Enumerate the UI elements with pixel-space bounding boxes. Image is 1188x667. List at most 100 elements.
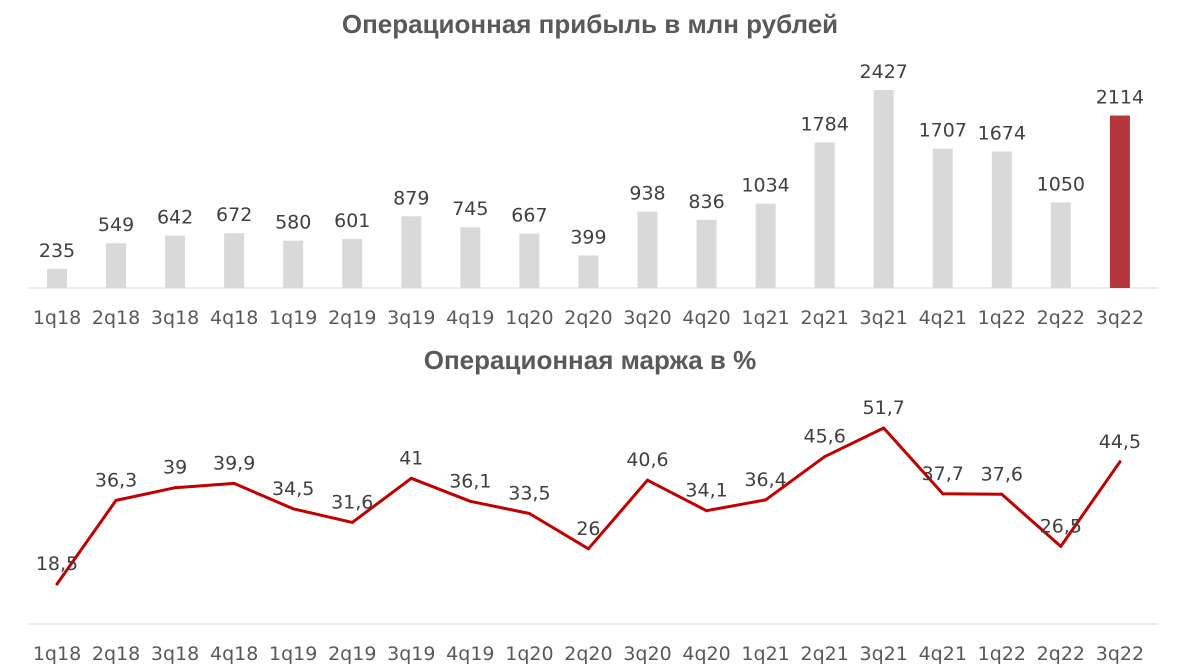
bar-tick-2q20: 2q20 [564, 307, 612, 329]
margin-point-1q19 [291, 507, 295, 511]
margin-point-3q21 [882, 426, 886, 430]
margin-tick-2q19: 2q19 [328, 643, 376, 665]
bar-tick-1q19: 1q19 [269, 307, 317, 329]
bar-chart-title: Операционная прибыль в млн рублей [342, 9, 838, 39]
bar-label-4q21: 1707 [919, 120, 967, 142]
margin-tick-1q20: 1q20 [505, 643, 553, 665]
margin-label-3q22: 44,5 [1099, 431, 1141, 453]
bar-tick-1q21: 1q21 [741, 307, 789, 329]
bar-label-1q20: 667 [511, 205, 547, 227]
bar-1q21 [755, 203, 776, 288]
bar-2q19 [342, 238, 363, 288]
margin-point-2q22 [1059, 544, 1063, 548]
margin-label-3q19: 41 [399, 447, 423, 469]
margin-label-2q21: 45,6 [803, 426, 845, 448]
margin-tick-3q20: 3q20 [623, 643, 671, 665]
bar-1q19 [283, 240, 304, 288]
bar-label-4q20: 836 [688, 191, 724, 213]
margin-tick-2q22: 2q22 [1037, 643, 1085, 665]
margin-label-2q20: 26 [576, 518, 600, 540]
margin-tick-2q20: 2q20 [564, 643, 612, 665]
margin-label-1q22: 37,6 [981, 463, 1023, 485]
bar-tick-2q21: 2q21 [800, 307, 848, 329]
bar-1q18 [47, 268, 67, 288]
margin-tick-1q22: 1q22 [978, 643, 1026, 665]
margin-tick-3q22: 3q22 [1096, 643, 1144, 665]
margin-point-1q18 [55, 582, 59, 586]
margin-label-2q22: 26,5 [1040, 515, 1082, 537]
margin-label-3q21: 51,7 [863, 397, 905, 419]
margin-point-4q19 [468, 499, 472, 503]
margin-label-2q19: 31,6 [331, 491, 373, 513]
bar-label-3q21: 2427 [860, 61, 908, 83]
bar-label-2q18: 549 [98, 214, 134, 236]
bar-2q18 [106, 243, 127, 288]
bar-4q21 [932, 148, 953, 288]
bar-label-2q21: 1784 [800, 113, 848, 135]
margin-point-3q19 [409, 476, 413, 480]
margin-point-4q18 [232, 481, 236, 485]
margin-label-1q19: 34,5 [272, 478, 314, 500]
bar-tick-3q21: 3q21 [860, 307, 908, 329]
bar-label-4q19: 745 [452, 198, 488, 220]
margin-tick-1q18: 1q18 [33, 643, 81, 665]
margin-label-1q20: 33,5 [508, 483, 550, 505]
margin-label-4q21: 37,7 [922, 463, 964, 485]
line-chart: 18,5 1q18 36,3 2q18 39 3q18 39,9 4q18 34,5 1q19 31… [33, 397, 1144, 665]
margin-point-3q20 [646, 478, 649, 482]
bar-3q20 [637, 211, 658, 288]
bar-4q18 [224, 233, 245, 288]
margin-tick-4q19: 4q19 [446, 643, 494, 665]
bar-2q22 [1050, 202, 1071, 288]
bar-tick-2q18: 2q18 [92, 307, 140, 329]
margin-series-line [55, 426, 1122, 586]
margin-tick-4q18: 4q18 [210, 643, 258, 665]
line-chart-title: Операционная маржа в % [424, 345, 757, 375]
bar-3q19 [401, 216, 422, 288]
bar-3q21 [873, 90, 894, 288]
bar-3q22 [1109, 115, 1130, 289]
bar-2q20 [578, 255, 599, 288]
bar-tick-1q18: 1q18 [33, 307, 81, 329]
margin-tick-4q21: 4q21 [919, 643, 967, 665]
margin-point-1q22 [1000, 492, 1004, 496]
margin-point-4q21 [941, 492, 945, 496]
bar-label-2q20: 399 [570, 226, 606, 248]
margin-tick-3q19: 3q19 [387, 643, 435, 665]
bar-label-1q21: 1034 [741, 175, 789, 197]
margin-label-1q21: 36,4 [744, 469, 786, 491]
margin-point-2q18 [114, 498, 118, 502]
margin-tick-1q19: 1q19 [269, 643, 317, 665]
bar-tick-3q18: 3q18 [151, 307, 199, 329]
bar-label-2q22: 1050 [1037, 173, 1085, 195]
margin-label-4q19: 36,1 [449, 470, 491, 492]
bar-label-2q19: 601 [334, 210, 370, 232]
bar-tick-4q20: 4q20 [682, 307, 730, 329]
margin-tick-4q20: 4q20 [682, 643, 730, 665]
bar-label-4q18: 672 [216, 204, 252, 226]
bar-label-1q19: 580 [275, 212, 311, 234]
bar-label-3q20: 938 [629, 182, 665, 204]
bar-1q22 [991, 151, 1012, 288]
bar-4q20 [696, 219, 717, 288]
bar-chart: 235 1q18 549 2q18 642 3q18 672 4q18 580 1q19 601 2q… [33, 61, 1144, 329]
bar-label-3q22: 2114 [1096, 87, 1144, 109]
margin-label-3q20: 40,6 [626, 449, 668, 471]
bar-label-1q18: 235 [39, 240, 75, 262]
margin-tick-3q21: 3q21 [860, 643, 908, 665]
margin-label-4q20: 34,1 [685, 480, 727, 502]
margin-tick-3q18: 3q18 [151, 643, 199, 665]
bar-tick-1q22: 1q22 [978, 307, 1026, 329]
bar-3q18 [165, 235, 186, 288]
bar-tick-4q18: 4q18 [210, 307, 258, 329]
margin-point-3q22 [1118, 460, 1122, 464]
margin-point-1q21 [764, 498, 768, 502]
margin-tick-1q21: 1q21 [741, 643, 789, 665]
bar-tick-2q19: 2q19 [328, 307, 376, 329]
margin-point-1q20 [527, 512, 531, 516]
bar-tick-3q19: 3q19 [387, 307, 435, 329]
bar-label-3q18: 642 [157, 207, 193, 229]
margin-tick-2q18: 2q18 [92, 643, 140, 665]
margin-point-2q21 [823, 455, 827, 459]
